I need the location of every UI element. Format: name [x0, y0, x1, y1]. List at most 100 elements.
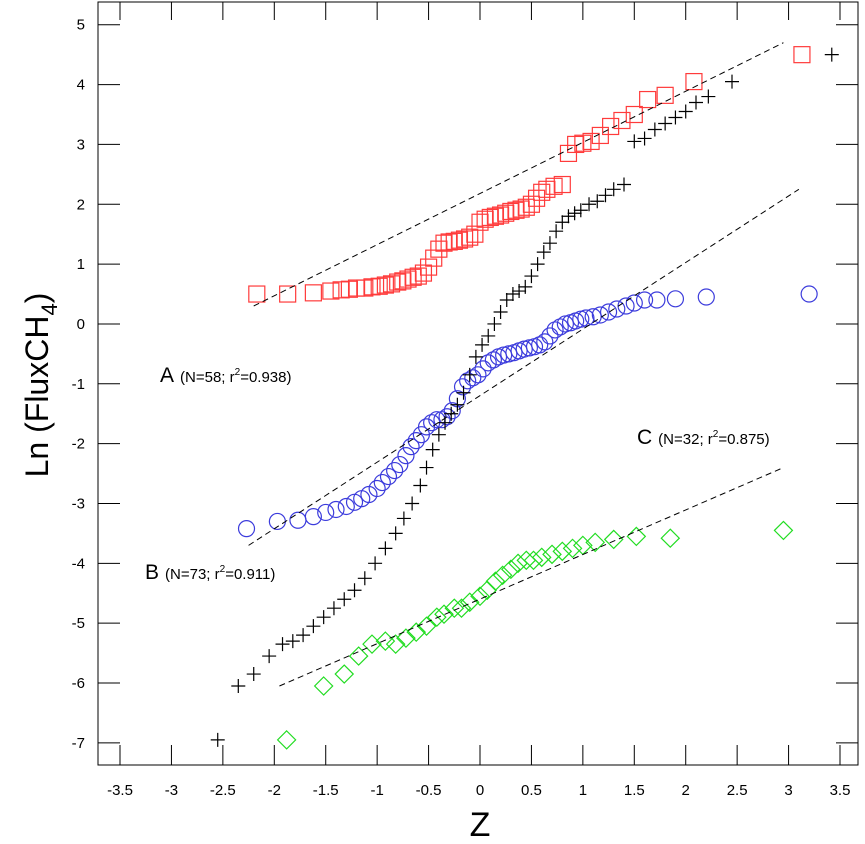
circle-marker — [459, 372, 477, 390]
diamond-marker — [313, 676, 334, 696]
annotation-tail: =0.911) — [225, 566, 275, 583]
circle-marker — [608, 300, 626, 318]
circle-marker — [443, 402, 461, 420]
annotation-label: A — [160, 364, 174, 387]
plus-marker — [530, 257, 545, 272]
circle-marker — [368, 479, 386, 498]
plus-marker — [347, 583, 362, 598]
circle-marker — [289, 511, 307, 529]
plus-marker — [824, 47, 839, 62]
circle-marker — [402, 438, 420, 456]
circle-marker — [407, 432, 425, 450]
circle-marker — [237, 520, 256, 538]
plus-marker — [499, 293, 514, 308]
square-marker — [414, 264, 433, 282]
y-tick-label: 1 — [77, 256, 85, 273]
y-tick-label: 0 — [77, 316, 85, 333]
diamond-marker — [426, 607, 447, 628]
y-tick-label: -6 — [72, 675, 85, 692]
plus-marker — [689, 95, 704, 110]
y-title-main: Ln (FluxCH — [19, 316, 55, 478]
square-marker — [248, 285, 266, 303]
circle-marker — [577, 309, 595, 327]
annotation-text: (N=32; r — [658, 431, 713, 448]
square-marker — [685, 72, 703, 91]
plus-marker — [598, 188, 613, 203]
y-axis-title: Ln (FluxCH4) — [19, 293, 62, 478]
diamond-marker — [492, 565, 513, 586]
diamond-marker — [508, 553, 528, 574]
square-marker — [440, 233, 458, 251]
diamond-marker — [585, 532, 606, 553]
annotation-label: C — [637, 426, 652, 449]
circle-marker — [479, 354, 497, 372]
circle-marker — [484, 351, 502, 369]
x-tick-label: 1 — [579, 782, 587, 799]
square-marker — [553, 175, 571, 194]
square-marker — [279, 285, 297, 303]
annotation-sup: 2 — [220, 564, 226, 575]
square-marker — [461, 228, 479, 246]
diamond-marker — [531, 547, 552, 568]
plus-marker — [450, 397, 465, 412]
square-marker — [370, 277, 388, 295]
circle-marker — [800, 285, 818, 303]
y-title-tail: ) — [19, 293, 55, 304]
diamond-marker — [375, 631, 396, 651]
square-marker — [322, 282, 340, 300]
x-axis-title: Z — [470, 806, 491, 844]
plus-marker — [275, 637, 290, 652]
square-marker — [522, 195, 541, 213]
y-tick-label: -5 — [72, 615, 85, 632]
fit-line — [248, 188, 800, 546]
circle-marker — [373, 473, 391, 492]
diamond-marker — [523, 550, 544, 571]
circle-marker — [536, 333, 554, 351]
square-marker — [409, 267, 427, 285]
diamond-marker — [470, 586, 490, 607]
plus-marker — [285, 634, 300, 649]
x-tick-label: -0.5 — [416, 782, 442, 799]
diamond-marker — [477, 580, 498, 601]
square-marker — [582, 132, 600, 151]
circle-marker — [599, 303, 618, 321]
plus-marker — [231, 679, 246, 694]
plus-marker — [456, 385, 471, 400]
plus-marker — [419, 460, 434, 475]
square-marker — [625, 105, 643, 124]
circle-marker — [617, 297, 635, 315]
plus-marker — [462, 367, 477, 382]
circle-marker — [397, 447, 415, 465]
plus-marker — [647, 122, 662, 137]
circle-marker — [337, 497, 355, 516]
plus-marker — [246, 667, 261, 682]
diamond-marker — [348, 646, 369, 666]
annotation-text: (N=58; r — [180, 369, 235, 386]
circle-marker — [635, 291, 654, 309]
square-marker — [425, 249, 443, 267]
square-marker — [419, 258, 438, 276]
plus-marker — [549, 224, 564, 239]
plus-marker — [493, 304, 508, 319]
annotation: C (N=32; r2=0.875) — [637, 426, 770, 449]
square-marker — [455, 230, 474, 248]
diamond-marker — [385, 634, 406, 654]
annotation-tail: =0.938) — [240, 369, 291, 386]
x-tick-label: -2 — [268, 782, 281, 799]
circle-marker — [546, 321, 564, 339]
circle-marker — [317, 503, 335, 522]
plus-marker — [425, 442, 440, 457]
x-tick-label: -1.5 — [313, 782, 339, 799]
annotation: A (N=58; r2=0.938) — [160, 364, 291, 387]
square-marker — [435, 234, 453, 252]
plus-marker — [567, 206, 582, 221]
annotation-sup: 2 — [713, 429, 719, 440]
plus-marker — [678, 104, 693, 119]
circle-marker — [464, 369, 482, 387]
y-tick-label: 4 — [77, 77, 85, 94]
circle-marker — [625, 294, 643, 312]
y-tick-label: -7 — [72, 735, 85, 752]
annotation: B (N=73; r2=0.911) — [145, 561, 275, 584]
square-marker — [639, 90, 657, 109]
